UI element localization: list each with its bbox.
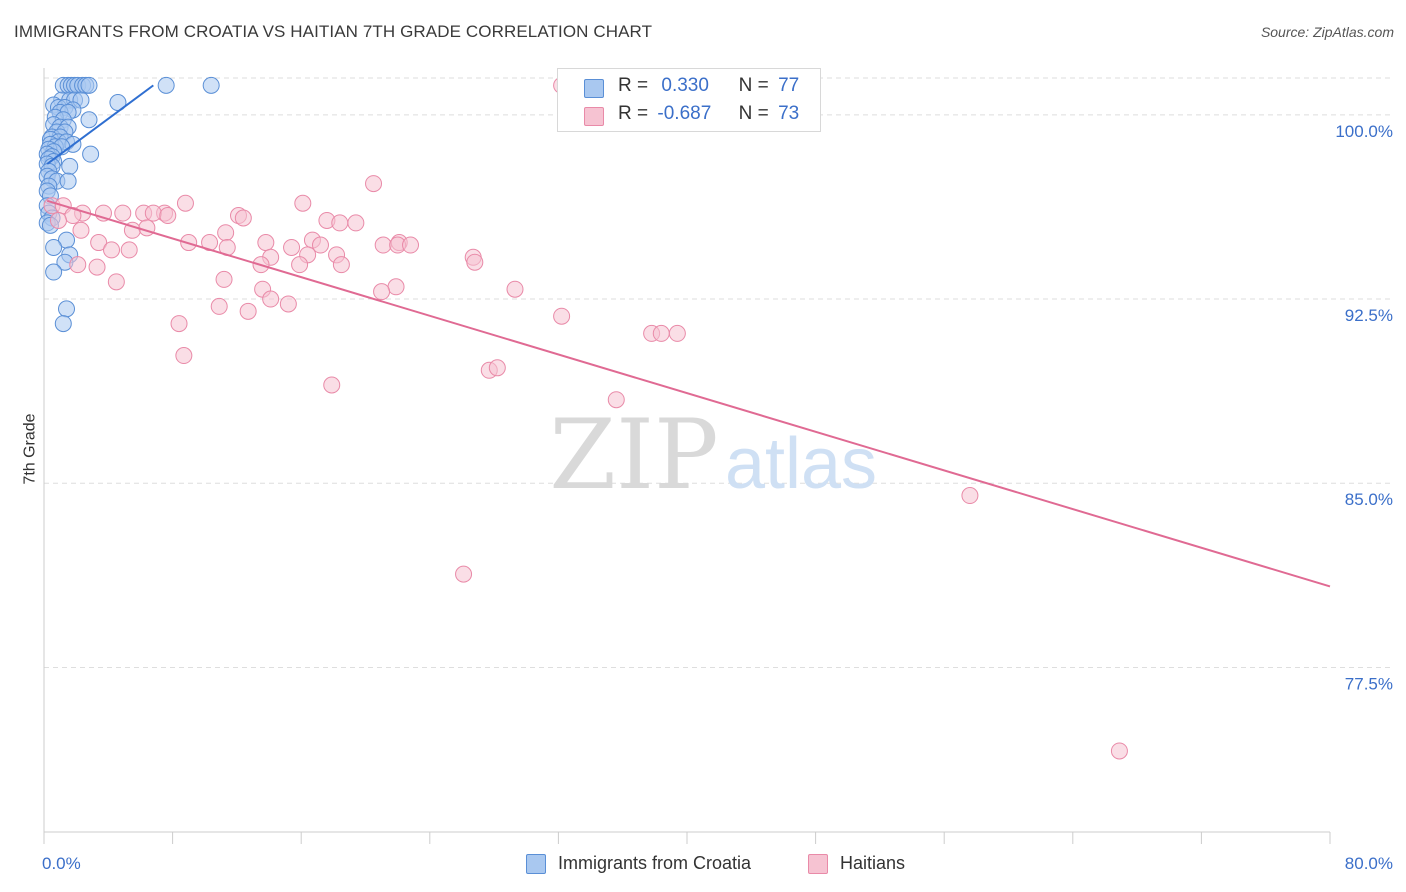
haitian-point	[294, 194, 312, 212]
haitian-point	[215, 270, 233, 288]
legend-swatch-blue	[584, 79, 604, 98]
y-tick-label: 92.5%	[1345, 306, 1393, 325]
haitian-point	[365, 175, 383, 193]
x-tick-label: 80.0%	[1345, 854, 1393, 873]
haitian-point	[170, 315, 188, 333]
haitian-point	[373, 283, 391, 301]
croatia-point	[45, 263, 63, 281]
haitian-point	[262, 290, 280, 308]
haitian-point	[49, 211, 67, 229]
legend-n-value: 77	[778, 75, 800, 96]
haitian-point	[234, 209, 252, 227]
haitian-point	[144, 204, 162, 222]
source-label[interactable]: Source: ZipAtlas.com	[1260, 24, 1394, 40]
haitian-point	[488, 359, 506, 377]
legend-swatch-pink	[808, 854, 828, 874]
haitian-point	[961, 487, 979, 505]
haitian-point	[283, 238, 301, 256]
croatia-point	[45, 238, 63, 256]
legend-r-value: 0.330	[661, 75, 709, 96]
legend-label-croatia: Immigrants from Croatia	[558, 853, 752, 873]
haitian-trend-line	[46, 199, 1331, 588]
croatia-trend-line	[46, 84, 154, 165]
legend-n-label: N =	[738, 75, 769, 96]
chart-title: IMMIGRANTS FROM CROATIA VS HAITIAN 7TH G…	[14, 22, 653, 41]
watermark-zip: ZIP	[549, 399, 718, 511]
haitian-point	[103, 241, 121, 259]
legend-swatch-blue	[526, 854, 546, 874]
haitian-point	[69, 256, 87, 274]
x-tick-label: 0.0%	[42, 854, 81, 873]
haitian-point	[175, 347, 193, 365]
haitian-point	[652, 324, 670, 342]
croatia-point	[82, 145, 100, 163]
haitian-point	[88, 258, 106, 276]
haitian-point	[114, 204, 132, 222]
haitian-point	[553, 307, 571, 325]
croatia-point	[80, 76, 98, 94]
haitian-point	[120, 241, 138, 259]
legend-r-label: R =	[618, 75, 649, 96]
haitian-point	[347, 214, 365, 232]
correlation-legend: R = 0.330 N = 77 R = -0.687 N = 73	[557, 68, 821, 132]
y-axis-label: 7th Grade	[21, 413, 39, 485]
haitian-point	[279, 295, 297, 313]
haitian-point	[176, 194, 194, 212]
legend-swatch-pink	[584, 107, 604, 126]
legend-label-haitians: Haitians	[840, 853, 906, 873]
haitian-point	[311, 236, 329, 254]
haitian-point	[455, 565, 473, 583]
trend-lines	[46, 84, 1331, 588]
haitian-point	[374, 236, 392, 254]
haitian-point	[291, 256, 309, 274]
haitian-point	[607, 391, 625, 409]
y-tick-label: 77.5%	[1345, 674, 1393, 693]
legend-r-label: R =	[618, 103, 649, 124]
haitian-point	[107, 273, 125, 291]
haitian-point	[332, 256, 350, 274]
watermark-atlas: atlas	[725, 424, 877, 504]
y-tick-label: 100.0%	[1335, 122, 1393, 141]
haitian-point	[668, 324, 686, 342]
croatia-point	[61, 157, 79, 175]
haitian-point	[387, 278, 405, 296]
legend-r-value: -0.687	[657, 103, 712, 124]
haitian-point	[257, 234, 275, 252]
haitian-point	[159, 207, 177, 225]
croatia-point	[58, 300, 76, 318]
haitian-point	[239, 302, 257, 320]
haitian-point	[323, 376, 341, 394]
haitian-point	[402, 236, 420, 254]
legend-n-label: N =	[738, 103, 769, 124]
haitian-point	[217, 224, 235, 242]
croatia-point	[59, 172, 77, 190]
croatia-point	[157, 76, 175, 94]
legend-n-value: 73	[778, 103, 800, 124]
haitian-point	[1110, 742, 1128, 760]
croatia-point	[80, 111, 98, 129]
croatia-point	[202, 76, 220, 94]
haitian-point	[466, 253, 484, 271]
haitian-point	[90, 234, 108, 252]
croatia-point	[54, 315, 72, 333]
y-tick-label: 85.0%	[1345, 490, 1393, 509]
haitian-point	[72, 221, 90, 239]
haitian-point	[506, 280, 524, 298]
haitian-point	[210, 297, 228, 315]
tick-labels: 77.5% 85.0% 92.5% 100.0% 0.0% 80.0%	[42, 122, 1393, 873]
grid-lines	[44, 77, 1394, 668]
haitian-point	[331, 214, 349, 232]
